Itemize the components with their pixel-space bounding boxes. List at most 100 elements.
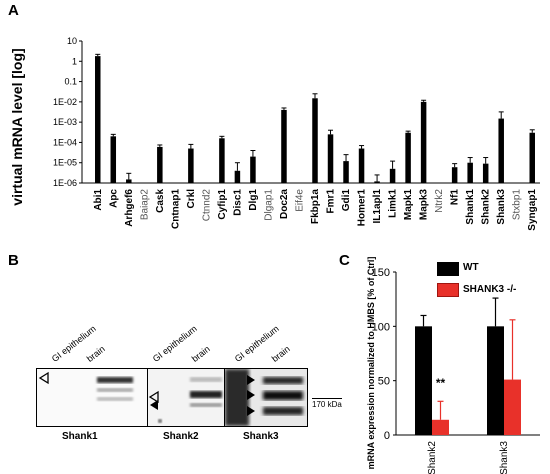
chart-a: virtual mRNA level [log] 1E-06 1E-05 1E-04… [9,36,540,231]
bar [250,156,256,183]
blot-shank1 [36,368,149,427]
shank1-band [97,377,133,383]
x-tick-label: Limk1 [388,189,399,218]
x-tick-label: Disc1 [232,189,243,216]
shank2-band [190,403,222,407]
x-tick-label: Shank1 [465,189,476,225]
bar [358,148,365,183]
y-tick-label: 10 [67,36,77,46]
bar [482,163,489,183]
x-tick-label: Mapk1 [403,189,414,221]
band-arrowhead-icon [247,390,255,400]
lane-label: brain [269,343,292,364]
bar [126,179,132,183]
bar [95,56,101,183]
bar [529,132,535,183]
bar [110,136,117,183]
x-tick-label: Fkbp1a [310,189,321,224]
shank1-band-faint [97,388,133,392]
shank3-band [263,407,303,415]
panel-b-label: B [8,252,19,269]
chart-c: mRNA expression normalized to HMBS [% of… [366,257,540,474]
x-tick-label: Fmr1 [326,189,337,214]
x-tick-label: Cask [155,189,166,213]
y-tick-label: 1 [72,56,77,66]
bar [343,161,349,183]
x-tick-label: Shank3 [499,441,510,474]
legend-label-shank3: SHANK3 -/- [463,284,517,295]
chart-a-y-axis-label: virtual mRNA level [log] [9,48,25,205]
legend-swatch-wt [437,262,459,276]
blot-label-shank2: Shank2 [163,431,199,442]
y-tick-label: 0 [384,430,390,442]
blot-spot [158,419,162,423]
x-tick-label: Nf1 [450,189,461,206]
y-tick-label: 1E-04 [53,137,77,147]
x-tick-label: Doc2a [279,189,290,219]
x-tick-label: Cyfip1 [217,189,228,220]
bar [504,379,521,435]
x-tick-label: Eif4e [294,189,305,212]
bar [432,419,449,435]
blot-label-shank1: Shank1 [62,431,98,442]
bar [487,326,504,435]
x-tick-label: Dlgap1 [263,189,274,221]
bar [498,118,504,183]
y-tick-label: 1E-03 [53,117,77,127]
bar [415,326,432,435]
x-tick-label: Baiap2 [139,189,150,221]
x-tick-label: Shank3 [496,189,507,225]
lane-label: brain [189,343,212,364]
x-tick-label: Gdi1 [341,189,352,212]
y-tick-label: 1E-05 [53,158,77,168]
bar [312,98,318,183]
y-tick-label: 1E-02 [53,97,77,107]
band-arrowhead-icon [148,390,159,404]
x-tick-label: IL1apl1 [372,189,383,224]
bar [405,132,411,183]
bar [374,181,380,183]
bar [219,138,225,183]
bar [327,134,334,183]
blot-label-shank3: Shank3 [243,431,279,442]
x-tick-label: Stxbp1 [512,189,523,221]
x-tick-label: Ctnnd2 [201,189,212,222]
band-arrowhead-icon [247,406,255,416]
x-tick-label: Crkl [186,189,197,209]
bar [467,162,473,183]
x-tick-label: Mapk3 [419,189,430,221]
x-tick-label: Abi1 [93,189,104,211]
shank3-smear [225,369,249,426]
legend-swatch-shank3 [437,283,459,297]
x-tick-label: Arhgef6 [124,189,135,227]
shank2-band [190,391,222,398]
panel-c-label: C [339,252,350,269]
chart-c-y-axis-label: mRNA expression normalized to HMBS [% of… [366,257,376,470]
y-tick-label: 50 [378,376,390,388]
shank2-band [190,377,222,382]
band-arrowhead-icon [38,371,49,385]
y-tick-label: 0.1 [64,77,77,87]
y-tick-label: 150 [372,267,390,279]
x-tick-label: Shank2 [427,441,438,474]
legend-label-wt: WT [463,262,479,273]
band-arrowhead-icon [247,375,255,385]
x-tick-label: Homer1 [357,189,368,227]
bar [234,170,241,183]
y-tick-label: 100 [372,321,390,333]
lane-label: brain [84,343,107,364]
marker-label: 170 kDa [312,398,342,409]
bar [451,167,458,183]
bar [281,109,287,183]
shank3-band [263,391,303,400]
x-tick-label: Ntrk2 [434,189,445,213]
shank1-band-faint [97,397,133,401]
panel-a-label: A [8,2,19,19]
bar [389,168,396,183]
x-tick-label: Dlg1 [248,189,259,211]
blot-shank2 [147,368,226,427]
shank3-band [263,377,303,384]
x-tick-label: Syngap1 [527,189,538,231]
bar [420,101,427,183]
